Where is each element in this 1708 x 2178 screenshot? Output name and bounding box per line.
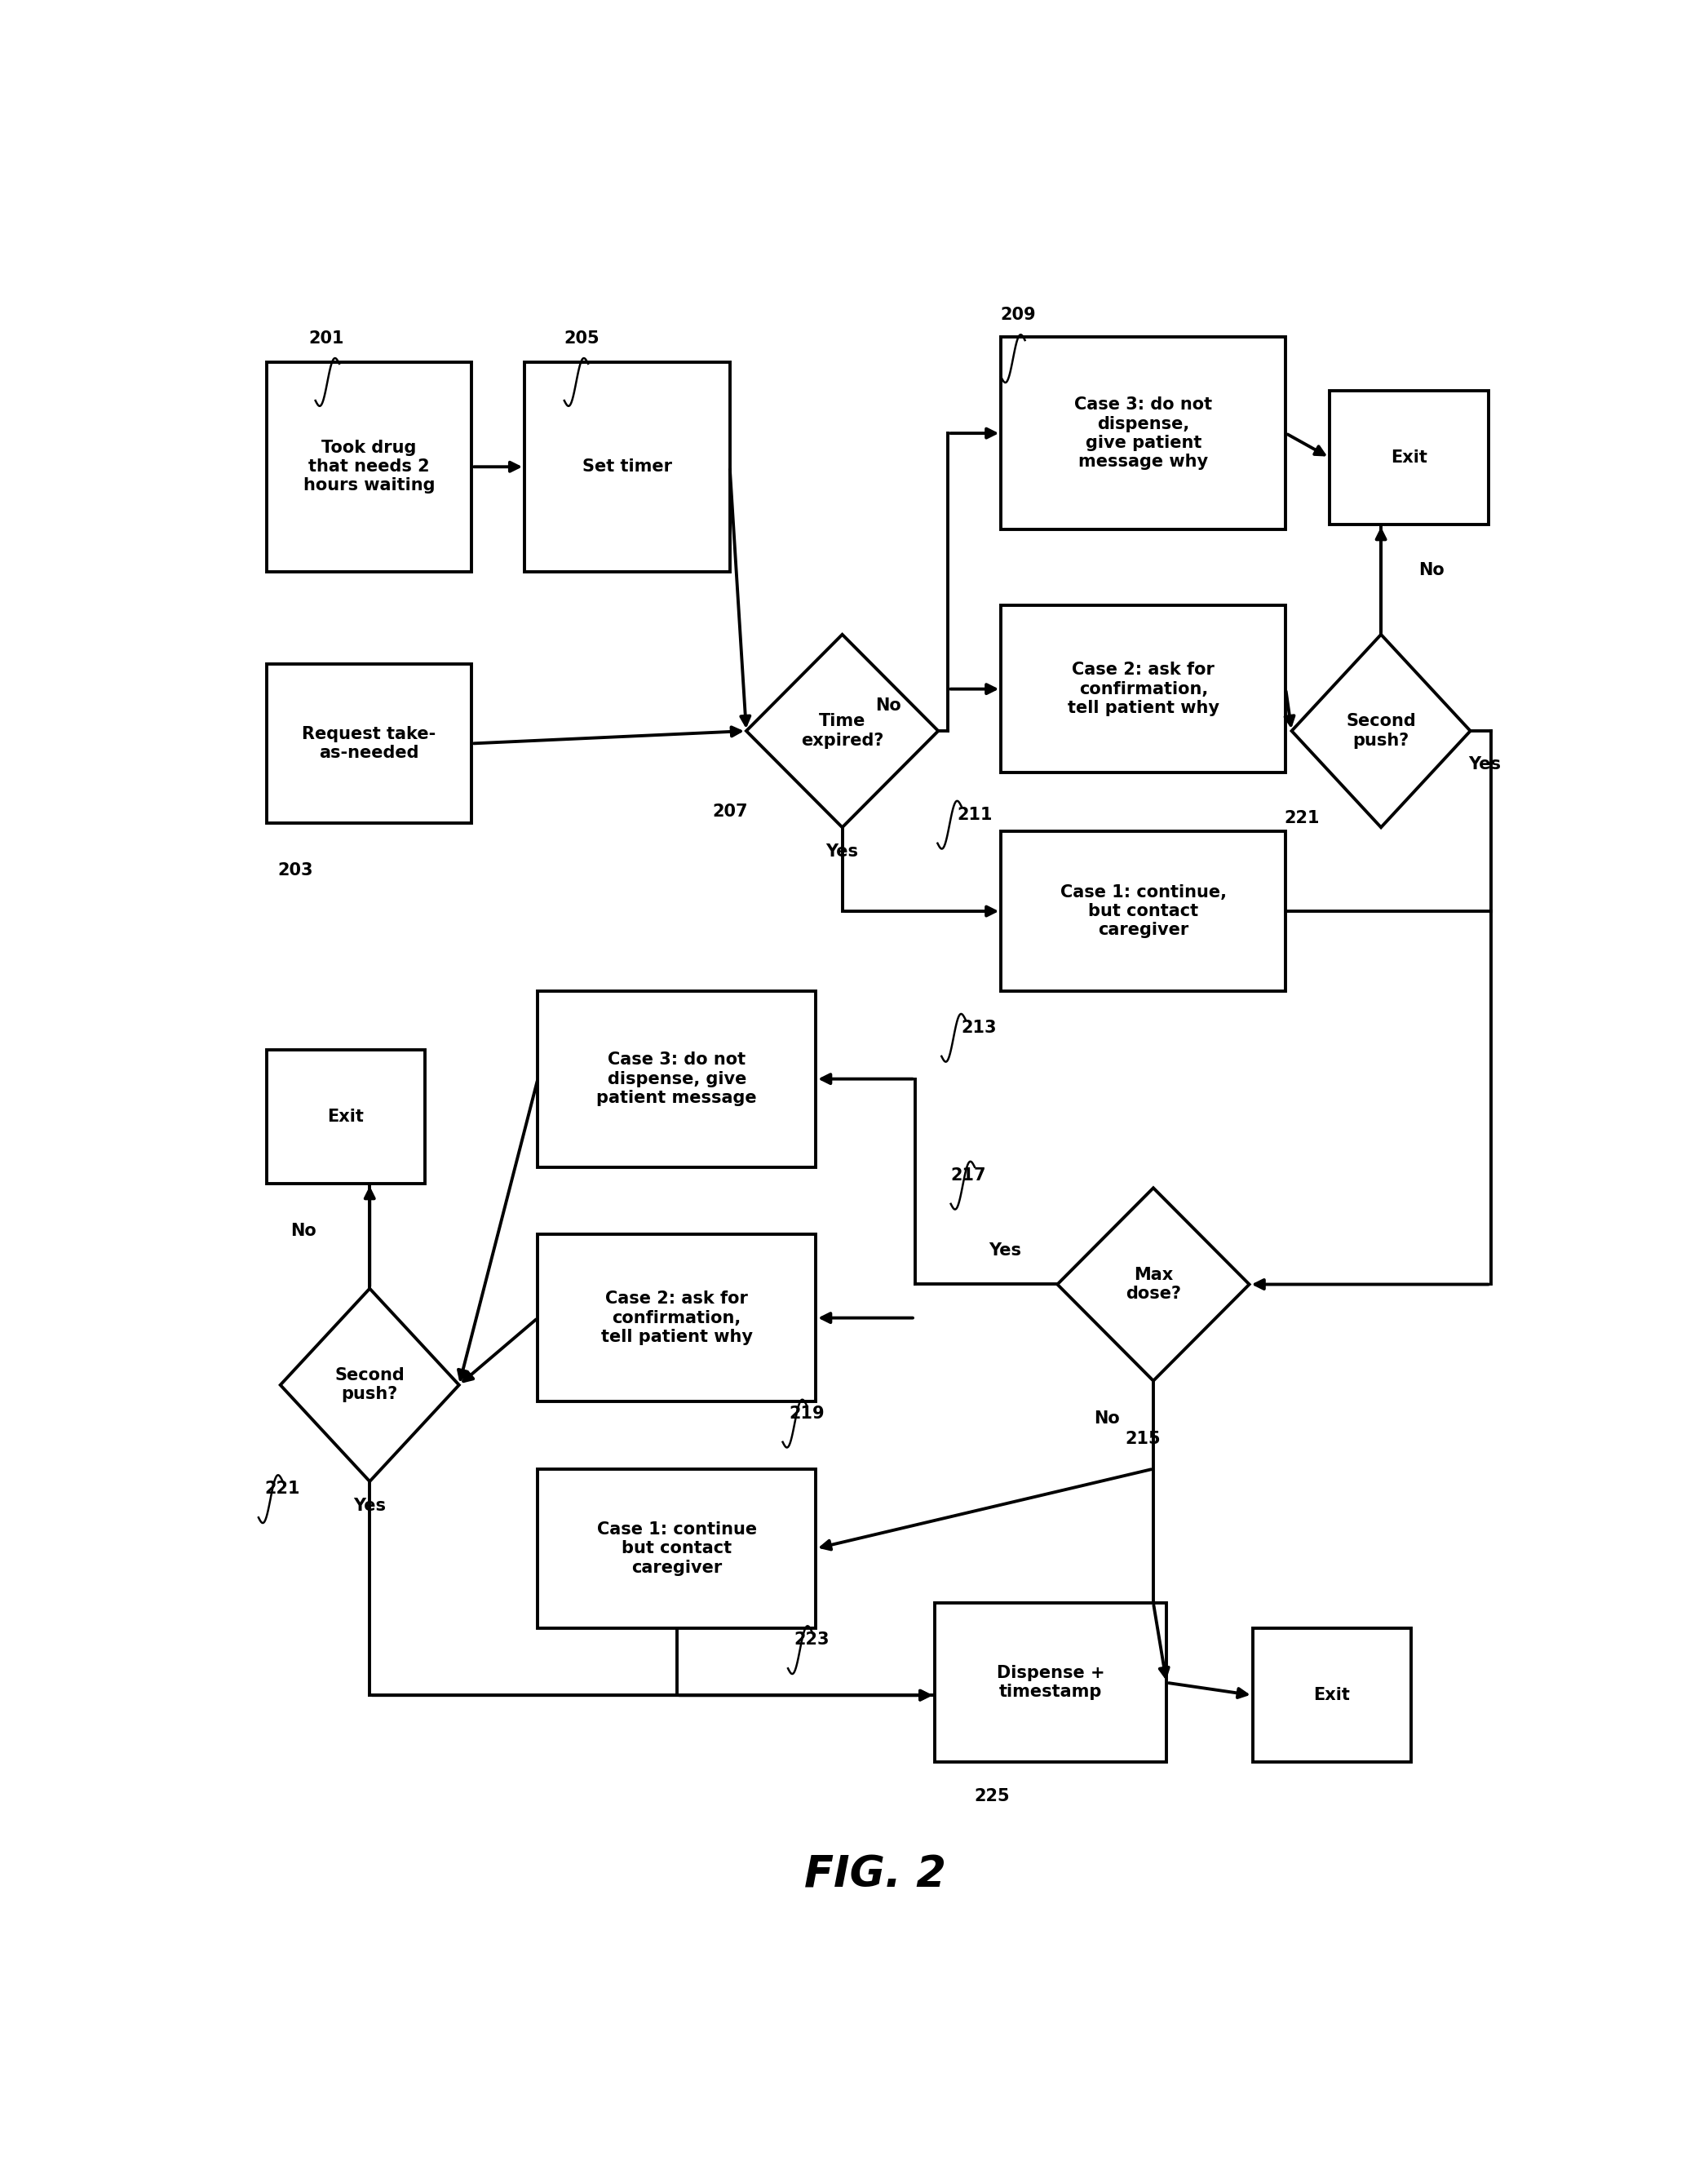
Text: Case 3: do not
dispense,
give patient
message why: Case 3: do not dispense, give patient me…: [1074, 396, 1213, 470]
Text: No: No: [876, 697, 902, 714]
Text: Set timer: Set timer: [582, 460, 671, 475]
Text: Yes: Yes: [354, 1498, 386, 1514]
Text: Exit: Exit: [1390, 449, 1428, 466]
Text: Case 1: continue,
but contact
caregiver: Case 1: continue, but contact caregiver: [1061, 884, 1226, 939]
Text: Case 2: ask for
confirmation,
tell patient why: Case 2: ask for confirmation, tell patie…: [601, 1292, 753, 1346]
Text: No: No: [290, 1222, 316, 1239]
Text: Dispense +
timestamp: Dispense + timestamp: [997, 1664, 1105, 1701]
Text: Second
push?: Second push?: [1346, 714, 1416, 749]
FancyBboxPatch shape: [538, 1235, 816, 1403]
Text: FIG. 2: FIG. 2: [804, 1853, 946, 1895]
Text: 207: 207: [712, 804, 748, 819]
Text: Case 3: do not
dispense, give
patient message: Case 3: do not dispense, give patient me…: [596, 1052, 757, 1106]
Text: 221: 221: [265, 1481, 301, 1496]
FancyBboxPatch shape: [1001, 832, 1286, 991]
Polygon shape: [1291, 634, 1471, 828]
FancyBboxPatch shape: [1001, 338, 1286, 529]
Text: Exit: Exit: [1313, 1688, 1351, 1703]
Text: Second
push?: Second push?: [335, 1368, 405, 1403]
Text: Request take-
as-needed: Request take- as-needed: [302, 725, 436, 760]
Polygon shape: [280, 1289, 459, 1481]
Text: Case 2: ask for
confirmation,
tell patient why: Case 2: ask for confirmation, tell patie…: [1068, 662, 1220, 717]
Text: 223: 223: [794, 1631, 830, 1649]
Text: 213: 213: [962, 1019, 996, 1037]
Text: 209: 209: [1001, 307, 1037, 322]
Text: 221: 221: [1284, 810, 1319, 825]
FancyBboxPatch shape: [266, 664, 471, 823]
Text: 205: 205: [564, 331, 600, 346]
Text: Yes: Yes: [827, 843, 859, 860]
Text: 217: 217: [950, 1167, 986, 1183]
Text: 215: 215: [1126, 1431, 1160, 1446]
Text: 219: 219: [789, 1405, 825, 1422]
FancyBboxPatch shape: [1252, 1629, 1411, 1762]
Text: Time
expired?: Time expired?: [801, 714, 883, 749]
FancyBboxPatch shape: [524, 362, 729, 571]
Text: 211: 211: [956, 806, 992, 823]
Polygon shape: [1057, 1187, 1249, 1381]
FancyBboxPatch shape: [1001, 605, 1286, 773]
Text: 225: 225: [974, 1788, 1009, 1803]
Polygon shape: [746, 634, 938, 828]
Text: No: No: [1418, 562, 1445, 577]
Text: Took drug
that needs 2
hours waiting: Took drug that needs 2 hours waiting: [302, 440, 436, 494]
FancyBboxPatch shape: [934, 1603, 1167, 1762]
Text: No: No: [1095, 1411, 1120, 1427]
FancyBboxPatch shape: [538, 991, 816, 1167]
Text: Case 1: continue
but contact
caregiver: Case 1: continue but contact caregiver: [596, 1522, 757, 1575]
FancyBboxPatch shape: [266, 1050, 425, 1185]
Text: 201: 201: [307, 331, 343, 346]
Text: Max
dose?: Max dose?: [1126, 1268, 1180, 1302]
Text: Yes: Yes: [1467, 756, 1501, 773]
Text: Yes: Yes: [989, 1244, 1021, 1259]
FancyBboxPatch shape: [1329, 390, 1488, 525]
Text: Exit: Exit: [328, 1109, 364, 1124]
FancyBboxPatch shape: [266, 362, 471, 571]
Text: 203: 203: [278, 862, 313, 878]
FancyBboxPatch shape: [538, 1468, 816, 1629]
